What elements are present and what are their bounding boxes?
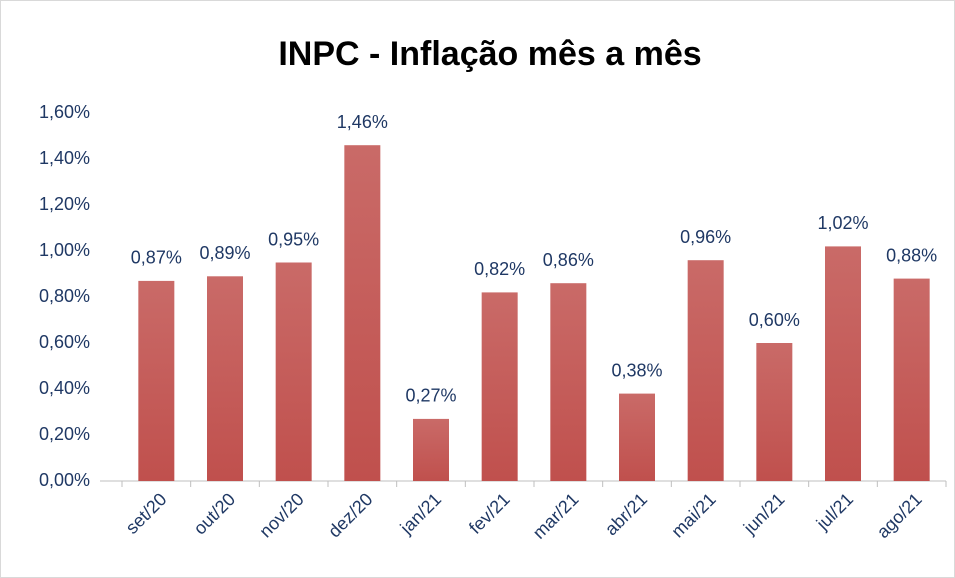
data-label: 0,89% — [199, 243, 250, 263]
y-tick-label: 1,60% — [39, 102, 90, 122]
bar — [413, 418, 449, 481]
data-label: 0,87% — [131, 248, 182, 268]
chart-title: INPC - Inflação mês a mês — [278, 35, 701, 73]
data-label: 0,82% — [474, 259, 525, 279]
bar — [550, 283, 587, 481]
data-label: 0,60% — [749, 310, 800, 330]
bar — [893, 278, 930, 481]
data-label: 1,46% — [337, 112, 388, 132]
bar — [619, 393, 655, 481]
bar — [207, 276, 243, 481]
y-tick-label: 0,00% — [39, 470, 90, 490]
data-label: 1,02% — [817, 213, 868, 233]
bar — [825, 246, 861, 481]
y-tick-label: 0,20% — [39, 424, 90, 444]
data-label: 0,86% — [543, 250, 594, 270]
y-tick-label: 0,60% — [39, 332, 90, 352]
y-tick-label: 1,00% — [39, 240, 90, 260]
y-tick-label: 1,20% — [39, 194, 90, 214]
data-label: 0,96% — [680, 227, 731, 247]
bar — [687, 260, 724, 481]
bar — [481, 292, 518, 481]
y-tick-label: 1,40% — [39, 148, 90, 168]
bar — [138, 280, 175, 481]
y-tick-label: 0,40% — [39, 378, 90, 398]
data-label: 0,95% — [268, 229, 319, 249]
bar — [344, 145, 381, 481]
data-label: 0,27% — [405, 386, 456, 406]
data-label: 0,38% — [611, 360, 662, 380]
data-label: 0,88% — [886, 245, 937, 265]
bar — [756, 343, 793, 481]
y-tick-label: 0,80% — [39, 286, 90, 306]
bar — [275, 262, 312, 481]
